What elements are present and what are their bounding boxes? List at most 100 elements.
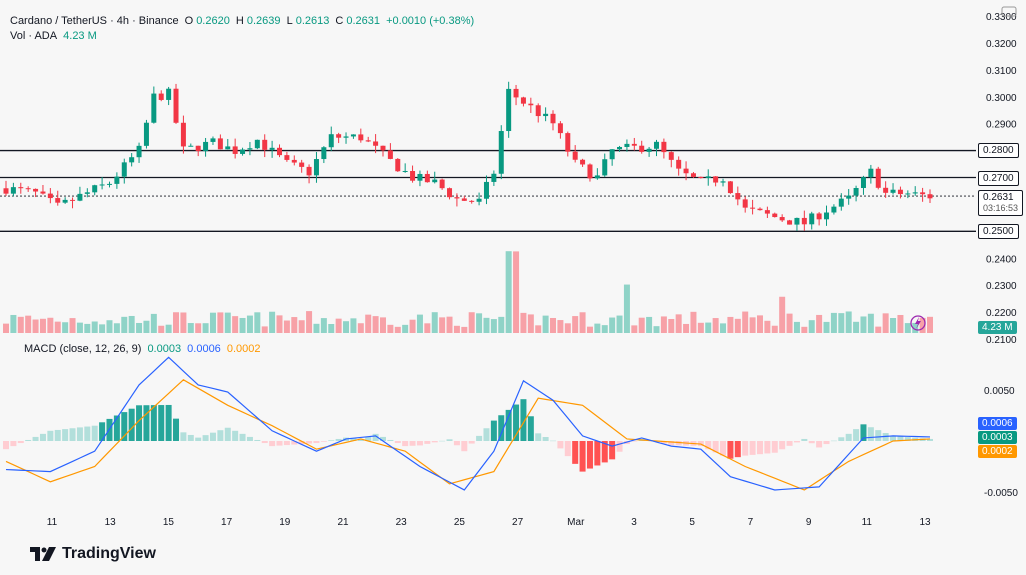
- macd-histogram-bar: [830, 440, 837, 442]
- volume-bar: [246, 315, 253, 333]
- candle-body: [565, 133, 571, 152]
- time-axis-label: 23: [396, 517, 408, 528]
- volume-bar: [158, 325, 165, 333]
- price-axis-label: 0.3200: [986, 39, 1017, 50]
- volume-bar: [365, 314, 372, 333]
- volume-bar: [771, 325, 778, 333]
- candle-body: [173, 88, 179, 123]
- candle-body: [447, 188, 453, 198]
- candle-body: [661, 141, 667, 153]
- volume-bar: [720, 323, 727, 333]
- macd-histogram-bar: [867, 427, 874, 441]
- candle-body: [217, 138, 223, 150]
- macd-histogram-bar: [239, 433, 246, 441]
- macd-histogram-bar: [439, 440, 446, 442]
- macd-histogram-bar: [113, 415, 120, 441]
- candle-body: [543, 113, 549, 117]
- volume-bar: [313, 323, 320, 333]
- volume-bar: [276, 315, 283, 333]
- volume-bar: [239, 317, 246, 333]
- candle-body: [70, 199, 76, 201]
- chart-settings-icon[interactable]: [1000, 4, 1018, 18]
- macd-histogram-bar: [786, 441, 793, 446]
- volume-bar: [402, 324, 409, 333]
- volume-bar: [39, 318, 46, 333]
- candle-body: [114, 176, 120, 184]
- candle-body: [594, 175, 600, 179]
- macd-histogram-bar: [306, 441, 313, 444]
- tradingview-logo[interactable]: TradingView: [30, 545, 156, 563]
- volume-header: Vol · ADA 4.23 M: [10, 30, 100, 42]
- macd-histogram-bar: [793, 441, 800, 443]
- candle-body: [491, 173, 497, 182]
- price-axis-label: 0.2200: [986, 308, 1017, 319]
- volume-bar: [520, 312, 527, 333]
- candle-body: [912, 192, 918, 194]
- macd-histogram-bar: [217, 430, 224, 441]
- macd-axis-label: -0.0050: [984, 488, 1018, 499]
- macd-header: MACD (close, 12, 26, 9) 0.0003 0.0006 0.…: [24, 343, 264, 355]
- candle-body: [506, 88, 512, 132]
- candle-body: [291, 159, 297, 163]
- macd-line: [5, 356, 931, 491]
- volume-bar: [712, 318, 719, 333]
- volume-bar: [409, 319, 416, 333]
- volume-bar: [808, 320, 815, 333]
- macd-histogram-bar: [461, 441, 468, 452]
- volume-bar: [187, 323, 194, 333]
- macd-histogram-bar: [705, 441, 712, 450]
- candle-body: [528, 103, 534, 106]
- candle-body: [653, 141, 659, 149]
- candle-body: [676, 159, 682, 169]
- volume-bar: [335, 318, 342, 333]
- volume-bar: [557, 320, 564, 333]
- price-axis-label: 0.3000: [986, 93, 1017, 104]
- candle-body: [3, 188, 9, 194]
- macd-histogram-bar: [579, 441, 586, 472]
- candle-body: [816, 213, 822, 220]
- macd-histogram-bar: [165, 404, 172, 441]
- candle-body: [535, 105, 541, 117]
- macd-histogram-bar: [498, 415, 505, 441]
- macd-histogram-bar: [180, 432, 187, 441]
- open-label: O: [184, 15, 194, 27]
- volume-bar: [446, 316, 453, 333]
- candle-body: [602, 159, 608, 176]
- macd-histogram-bar: [586, 441, 593, 469]
- macd-histogram-bar: [17, 441, 24, 444]
- macd-histogram-bar: [535, 433, 542, 441]
- macd-histogram-bar: [572, 441, 579, 464]
- macd-histogram-bar: [39, 433, 46, 441]
- macd-histogram-bar: [209, 432, 216, 441]
- candle-countdown: 03:16:53: [983, 203, 1019, 213]
- candle-body: [727, 181, 733, 194]
- macd-histogram-bar: [54, 429, 61, 441]
- macd-histogram-bar: [232, 430, 239, 441]
- candle-body: [461, 198, 467, 201]
- candle-body: [188, 145, 194, 147]
- candle-body: [890, 189, 896, 193]
- volume-bar: [675, 314, 682, 333]
- macd-histogram-bar: [10, 441, 17, 447]
- candle-body: [313, 159, 319, 176]
- volume-tag: 4.23 M: [978, 321, 1017, 334]
- volume-bar: [91, 321, 98, 333]
- volume-bar: [830, 312, 837, 333]
- volume-bar: [343, 321, 350, 333]
- macd-histogram-bar: [431, 441, 438, 443]
- volume-bar: [690, 311, 697, 333]
- candle-body: [299, 162, 305, 167]
- volume-bar: [646, 316, 653, 333]
- candle-body: [668, 152, 674, 160]
- macd-histogram-bar: [424, 441, 431, 444]
- candle-body: [387, 150, 393, 159]
- last-price-tag: 0.2631 03:16:53: [978, 190, 1024, 216]
- candle-body: [846, 195, 852, 199]
- macd-histogram-bar: [121, 412, 128, 441]
- candle-body: [365, 140, 371, 142]
- volume-bar: [269, 311, 276, 333]
- candle-body: [336, 134, 342, 138]
- candle-body: [868, 168, 874, 178]
- level-tag-2500: 0.2500: [978, 224, 1019, 239]
